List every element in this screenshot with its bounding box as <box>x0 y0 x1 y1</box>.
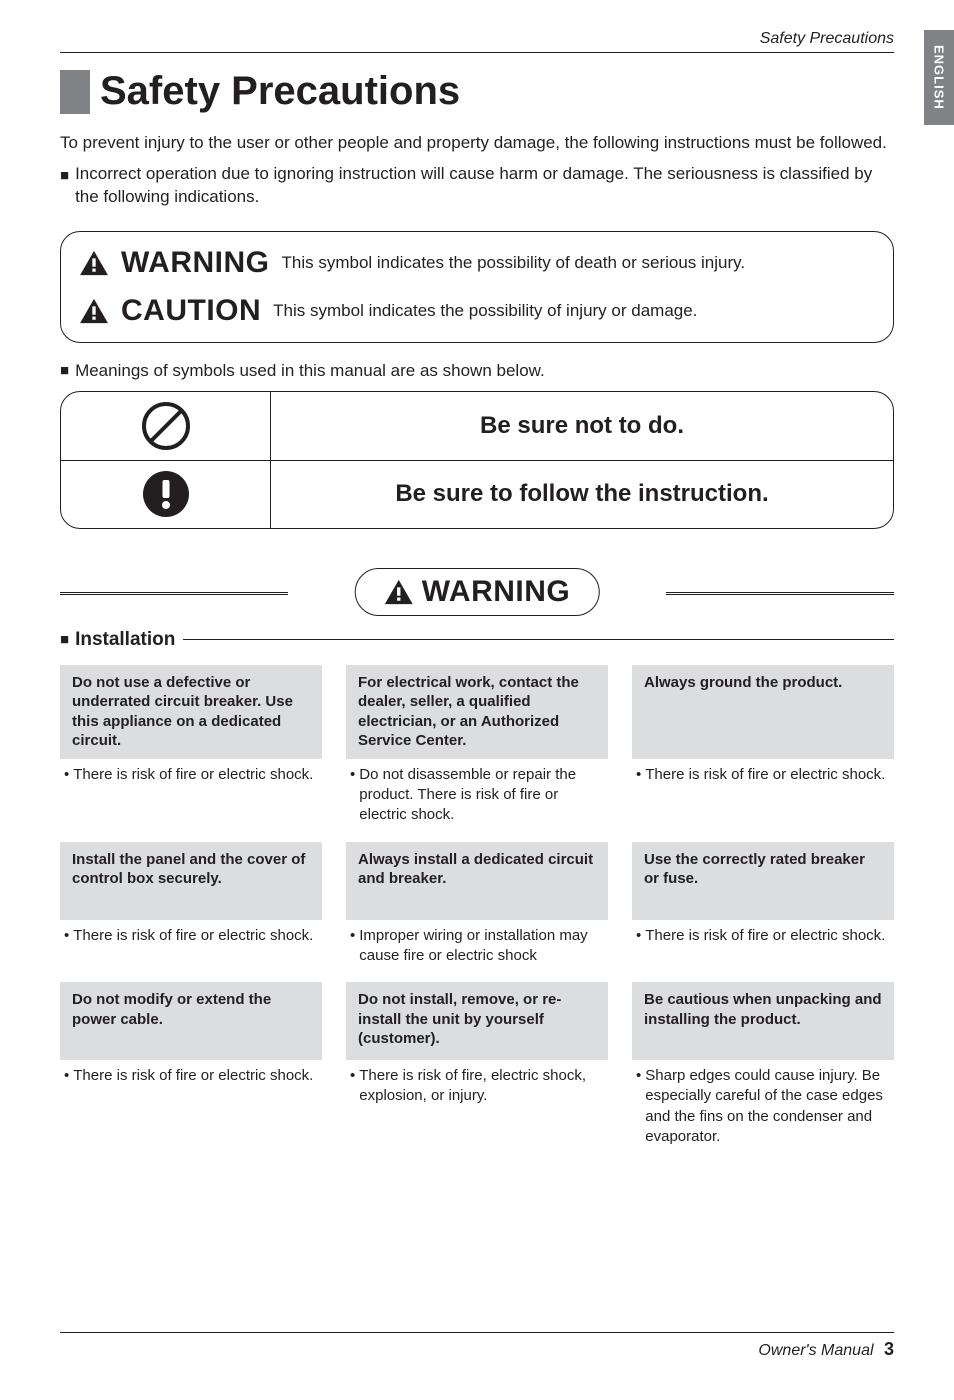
banner-rule-left <box>60 592 288 595</box>
grid-body: •Do not disassemble or repair the produc… <box>346 759 608 842</box>
running-header: Safety Precautions <box>60 30 894 48</box>
section-heading: ■ Installation <box>60 629 894 651</box>
page-title-row: Safety Precautions <box>60 69 894 114</box>
grid-heading: Be cautious when unpacking and installin… <box>632 982 894 1060</box>
bullet-dot-icon: • <box>350 765 355 826</box>
banner-label: WARNING <box>422 575 571 609</box>
grid-body-text: There is risk of fire or electric shock. <box>645 765 885 826</box>
warning-label: WARNING <box>121 246 270 280</box>
grid-body-text: There is risk of fire or electric shock. <box>73 765 313 826</box>
symbol-row-prohibit: Be sure not to do. <box>61 392 893 460</box>
installation-grid: Do not use a defective or underrated cir… <box>60 665 894 1163</box>
bullet-dot-icon: • <box>64 1066 69 1147</box>
grid-body: •Improper wiring or installation may cau… <box>346 920 608 983</box>
warning-pill: WARNING <box>355 568 600 616</box>
grid-body: •There is risk of fire or electric shock… <box>60 759 322 842</box>
grid-body-text: There is risk of fire or electric shock. <box>73 926 313 967</box>
bullet-dot-icon: • <box>64 765 69 826</box>
grid-heading: Use the correctly rated breaker or fuse. <box>632 842 894 920</box>
intro-bullet-text: Incorrect operation due to ignoring inst… <box>75 163 894 209</box>
caution-label: CAUTION <box>121 294 261 328</box>
meanings-text: Meanings of symbols used in this manual … <box>75 361 545 381</box>
footer-line: Owner's Manual 3 <box>60 1339 894 1360</box>
symbol-row-follow: Be sure to follow the instruction. <box>61 460 893 528</box>
mandatory-icon <box>141 469 191 519</box>
grid-heading: Do not use a defective or underrated cir… <box>60 665 322 759</box>
bullet-dot-icon: • <box>636 1066 641 1147</box>
square-bullet-icon: ■ <box>60 166 69 209</box>
grid-body: •Sharp edges could cause injury. Be espe… <box>632 1060 894 1163</box>
page: ENGLISH Safety Precautions Safety Precau… <box>0 0 954 1400</box>
banner-rule-right <box>666 592 894 595</box>
intro-paragraph: To prevent injury to the user or other p… <box>60 132 894 155</box>
language-tab: ENGLISH <box>924 30 954 125</box>
footer-label: Owner's Manual <box>758 1342 873 1359</box>
caution-triangle-icon <box>79 298 109 324</box>
grid-body: •There is risk of fire or electric shock… <box>60 1060 322 1163</box>
warning-description: This symbol indicates the possibility of… <box>282 253 876 273</box>
grid-body: •There is risk of fire or electric shock… <box>632 759 894 842</box>
warning-triangle-icon <box>384 579 414 605</box>
grid-body: •There is risk of fire, electric shock, … <box>346 1060 608 1163</box>
grid-body-text: Sharp edges could cause injury. Be espec… <box>645 1066 894 1147</box>
language-tab-label: ENGLISH <box>932 45 947 110</box>
footer-rule <box>60 1332 894 1333</box>
grid-body-text: There is risk of fire or electric shock. <box>73 1066 313 1147</box>
caution-row: CAUTION This symbol indicates the possib… <box>79 294 875 328</box>
grid-body-text: There is risk of fire, electric shock, e… <box>359 1066 608 1147</box>
square-bullet-icon: ■ <box>60 631 69 648</box>
grid-heading: Always ground the product. <box>632 665 894 759</box>
symbol-table: Be sure not to do. Be sure to follow the… <box>60 391 894 529</box>
square-bullet-icon: ■ <box>60 362 69 379</box>
header-rule <box>60 52 894 53</box>
intro-bullet: ■ Incorrect operation due to ignoring in… <box>60 163 894 209</box>
warning-caution-box: WARNING This symbol indicates the possib… <box>60 231 894 343</box>
symbol-cell-icon <box>61 392 271 460</box>
bullet-dot-icon: • <box>350 926 355 967</box>
bullet-dot-icon: • <box>64 926 69 967</box>
page-number: 3 <box>884 1339 894 1359</box>
grid-body: •There is risk of fire or electric shock… <box>60 920 322 983</box>
meanings-line: ■ Meanings of symbols used in this manua… <box>60 361 894 381</box>
grid-heading: For electrical work, contact the dealer,… <box>346 665 608 759</box>
grid-body-text: Improper wiring or installation may caus… <box>359 926 608 967</box>
caution-description: This symbol indicates the possibility of… <box>273 301 875 321</box>
warning-triangle-icon <box>79 250 109 276</box>
prohibit-icon <box>141 401 191 451</box>
section-rule <box>183 639 894 640</box>
grid-body-text: There is risk of fire or electric shock. <box>645 926 885 967</box>
symbol-row-text: Be sure not to do. <box>271 412 893 440</box>
warning-row: WARNING This symbol indicates the possib… <box>79 246 875 280</box>
grid-heading: Always install a dedicated circuit and b… <box>346 842 608 920</box>
warning-banner: WARNING <box>60 561 894 623</box>
symbol-row-text: Be sure to follow the instruction. <box>271 480 893 508</box>
grid-heading: Do not modify or extend the power cable. <box>60 982 322 1060</box>
grid-heading: Install the panel and the cover of contr… <box>60 842 322 920</box>
bullet-dot-icon: • <box>636 765 641 826</box>
grid-body: •There is risk of fire or electric shock… <box>632 920 894 983</box>
symbol-cell-icon <box>61 461 271 528</box>
grid-heading: Do not install, remove, or re-install th… <box>346 982 608 1060</box>
bullet-dot-icon: • <box>636 926 641 967</box>
bullet-dot-icon: • <box>350 1066 355 1147</box>
section-title: Installation <box>75 629 175 651</box>
footer: Owner's Manual 3 <box>60 1318 894 1360</box>
grid-body-text: Do not disassemble or repair the product… <box>359 765 608 826</box>
page-title: Safety Precautions <box>100 69 460 114</box>
title-accent-bar <box>60 70 90 114</box>
